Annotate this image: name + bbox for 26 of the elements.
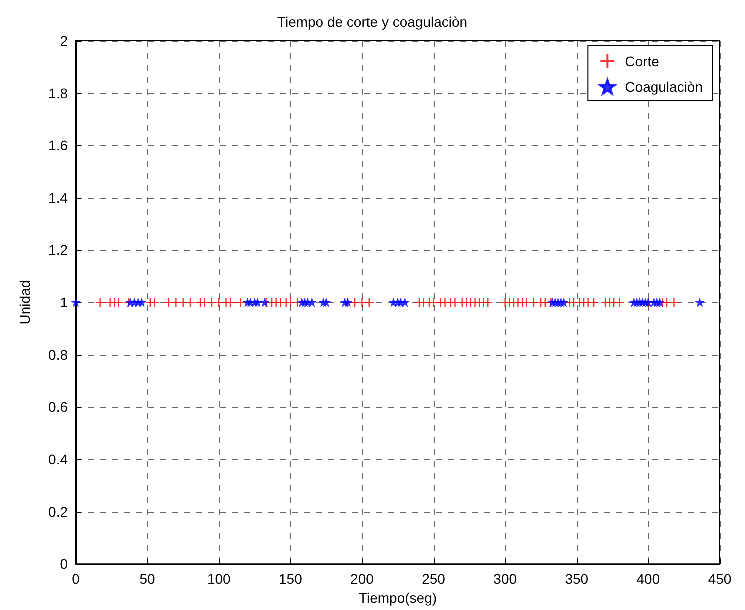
y-tick-label: 1	[60, 294, 68, 311]
y-tick-label: 0	[60, 556, 68, 572]
y-axis-title: Unidad	[17, 280, 33, 325]
y-tick-label: 1.2	[48, 242, 68, 258]
x-tick-label: 0	[72, 571, 80, 588]
y-tick-label: 1.6	[48, 138, 68, 154]
legend-label: Coagulaciòn	[625, 79, 704, 95]
y-tick-label: 0.4	[48, 451, 68, 468]
x-axis-title: Tiempo(seg)	[358, 590, 438, 606]
x-tick-label: 450	[708, 571, 732, 588]
x-tick-label: 200	[350, 571, 374, 588]
y-tick-label: 2	[60, 33, 68, 49]
x-tick-label: 350	[565, 571, 589, 588]
x-tick-label: 300	[494, 571, 518, 588]
x-tick-label: 100	[207, 571, 232, 588]
y-tick-label: 0.8	[48, 346, 68, 363]
y-tick-label: 0.6	[48, 399, 68, 416]
y-tick-label: 0.2	[48, 504, 68, 520]
x-tick-label: 50	[140, 571, 156, 588]
legend-label: Corte	[625, 54, 660, 70]
x-tick-label: 400	[636, 571, 660, 588]
chart-title: Tiempo de corte y coagulaciòn	[277, 14, 468, 30]
y-tick-label: 1.4	[48, 190, 68, 206]
x-tick-label: 250	[422, 571, 446, 588]
x-tick-label: 150	[278, 571, 303, 588]
y-tick-label: 1.8	[48, 85, 68, 102]
